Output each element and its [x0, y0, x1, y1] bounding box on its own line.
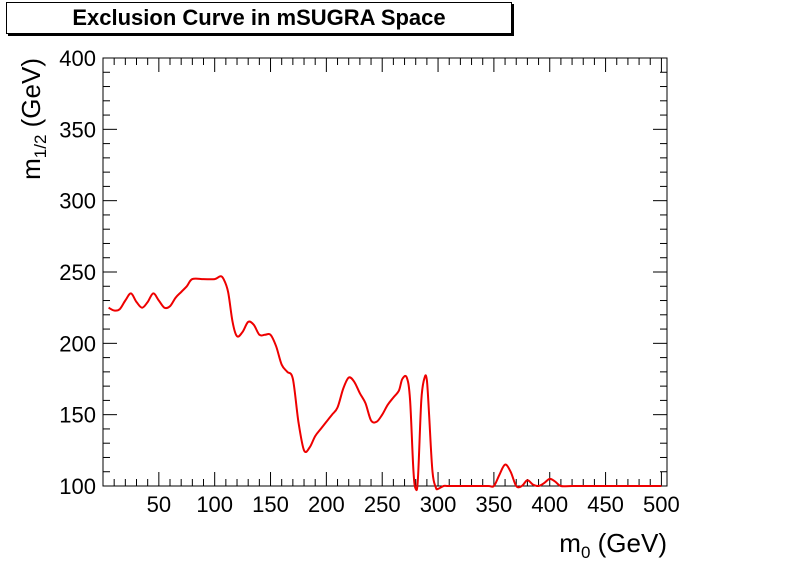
x-tick-label: 350 [476, 492, 513, 517]
major-ticks [103, 57, 667, 487]
y-tick-label: 250 [59, 260, 96, 285]
y-tick-label: 300 [59, 189, 96, 214]
y-axis-title-unit: (GeV) [16, 58, 46, 135]
x-tick-labels: 50 100 150 200 250 300 350 400 450 500 [147, 492, 680, 517]
x-axis-title-unit: (GeV) [590, 528, 667, 558]
y-tick-label: 100 [59, 474, 96, 499]
x-tick-label: 500 [643, 492, 680, 517]
x-tick-label: 200 [308, 492, 345, 517]
x-axis-title-sub: 0 [581, 543, 590, 562]
plot-frame [102, 57, 668, 487]
chart-title: Exclusion Curve in mSUGRA Space [6, 2, 512, 34]
x-tick-label: 150 [252, 492, 289, 517]
x-tick-label: 450 [587, 492, 624, 517]
exclusion-curve-line [108, 275, 662, 492]
y-tick-label: 200 [59, 331, 96, 356]
minor-ticks [103, 58, 667, 486]
y-tick-label: 400 [59, 46, 96, 71]
series-layer [108, 275, 662, 492]
x-tick-label: 300 [420, 492, 457, 517]
x-axis-title: m0 (GeV) [559, 528, 667, 562]
x-tick-label: 400 [531, 492, 568, 517]
y-tick-label: 150 [59, 403, 96, 428]
x-axis-title-base: m [559, 528, 581, 558]
y-axis-title-base: m [16, 158, 46, 180]
y-axis-title-sub: 1/2 [31, 135, 50, 159]
y-tick-labels: 100 150 200 250 300 350 400 [59, 46, 96, 499]
y-axis-title: m1/2 (GeV) [16, 58, 50, 180]
x-tick-label: 50 [147, 492, 171, 517]
x-tick-label: 100 [196, 492, 233, 517]
y-tick-label: 350 [59, 117, 96, 142]
x-tick-label: 250 [364, 492, 401, 517]
